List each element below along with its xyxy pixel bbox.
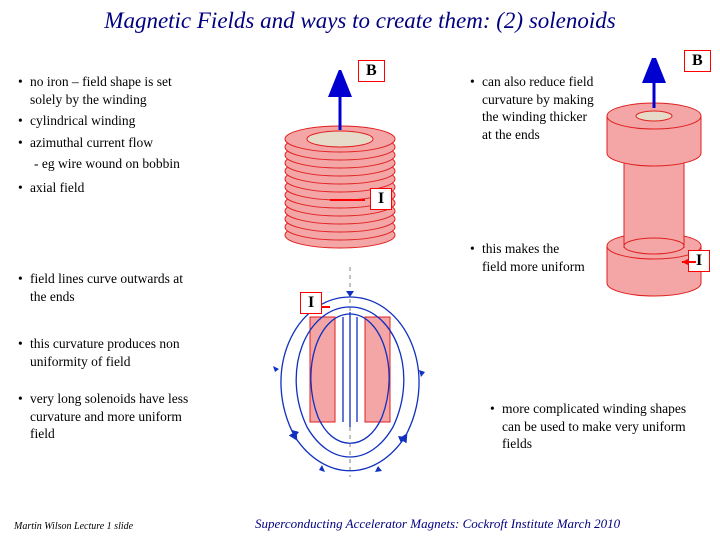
sub-bullet: - eg wire wound on bobbin [18, 155, 203, 173]
footer-right: Superconducting Accelerator Magnets: Coc… [255, 516, 620, 532]
bullet: field lines curve outwards at the ends [18, 270, 198, 305]
bullets-right-1: can also reduce field curvature by makin… [470, 73, 595, 143]
bullets-left-3: this curvature produces non uniformity o… [18, 335, 198, 374]
footer-left: Martin Wilson Lecture 1 slide [14, 521, 133, 532]
fieldlines-diagram [245, 262, 455, 482]
bullets-right-2: this makes the field more uniform [470, 240, 585, 275]
bullet: azimuthal current flow [18, 134, 203, 152]
bullets-left-1: no iron – field shape is set solely by t… [18, 73, 203, 200]
bullets-right-3: more complicated winding shapes can be u… [490, 400, 690, 453]
bullets-left-4: very long solenoids have less curvature … [18, 390, 203, 447]
label-B-1: B [358, 60, 385, 82]
page-title: Magnetic Fields and ways to create them:… [0, 8, 720, 34]
bullet: no iron – field shape is set solely by t… [18, 73, 203, 108]
bullet: more complicated winding shapes can be u… [490, 400, 690, 453]
arrow-to-I3 [680, 255, 698, 269]
bullet: this makes the field more uniform [470, 240, 585, 275]
label-I-1: I [370, 188, 392, 210]
solenoid-simple-diagram [270, 70, 410, 255]
bullet: axial field [18, 179, 203, 197]
label-B-2: B [684, 50, 711, 72]
bullet: this curvature produces non uniformity o… [18, 335, 198, 370]
bullet: can also reduce field curvature by makin… [470, 73, 595, 143]
bullet: very long solenoids have less curvature … [18, 390, 203, 443]
bullets-left-2: field lines curve outwards at the ends [18, 270, 198, 309]
bullet: cylindrical winding [18, 112, 203, 130]
label-I-2: I [300, 292, 322, 314]
